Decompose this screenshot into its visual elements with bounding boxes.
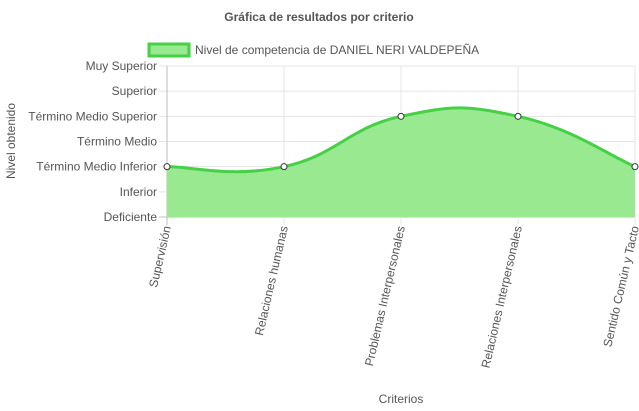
y-tick-label: Término Medio bbox=[77, 135, 157, 149]
x-axis-ticks: Supervisión Relaciones humanas Problemas I… bbox=[146, 224, 639, 369]
x-tick-label: Relaciones humanas bbox=[252, 225, 291, 337]
data-point[interactable] bbox=[163, 163, 171, 171]
y-tick-label: Muy Superior bbox=[86, 59, 157, 73]
legend[interactable]: Nivel de competencia de DANIEL NERI VALD… bbox=[147, 42, 479, 58]
data-point[interactable] bbox=[280, 163, 288, 171]
legend-swatch[interactable] bbox=[147, 42, 191, 58]
y-tick-label: Término Medio Superior bbox=[28, 109, 157, 123]
data-point[interactable] bbox=[514, 112, 522, 120]
y-tick-label: Inferior bbox=[120, 185, 157, 199]
y-tick-label: Término Medio Inferior bbox=[36, 160, 157, 174]
data-points bbox=[163, 112, 639, 171]
y-tick-label: Deficiente bbox=[104, 210, 158, 224]
x-tick-label: Relaciones Interpersonales bbox=[479, 225, 525, 370]
chart-title: Gráfica de resultados por criterio bbox=[224, 10, 413, 24]
y-axis-title: Nivel obtenido bbox=[4, 103, 18, 179]
series-area bbox=[166, 106, 636, 217]
data-point[interactable] bbox=[631, 163, 639, 171]
legend-label[interactable]: Nivel de competencia de DANIEL NERI VALD… bbox=[195, 43, 479, 57]
x-tick-label: Problemas Interpersonales bbox=[362, 225, 408, 368]
series-fill bbox=[167, 107, 635, 217]
y-tick-label: Superior bbox=[112, 84, 157, 98]
data-point[interactable] bbox=[397, 112, 405, 120]
x-tick-label: Sentido Común y Tacto bbox=[600, 224, 639, 348]
x-axis-title: Criterios bbox=[379, 392, 424, 406]
y-axis-ticks: Deficiente Inferior Término Medio Inferior… bbox=[28, 59, 157, 224]
x-tick-label: Supervisión bbox=[146, 225, 174, 289]
